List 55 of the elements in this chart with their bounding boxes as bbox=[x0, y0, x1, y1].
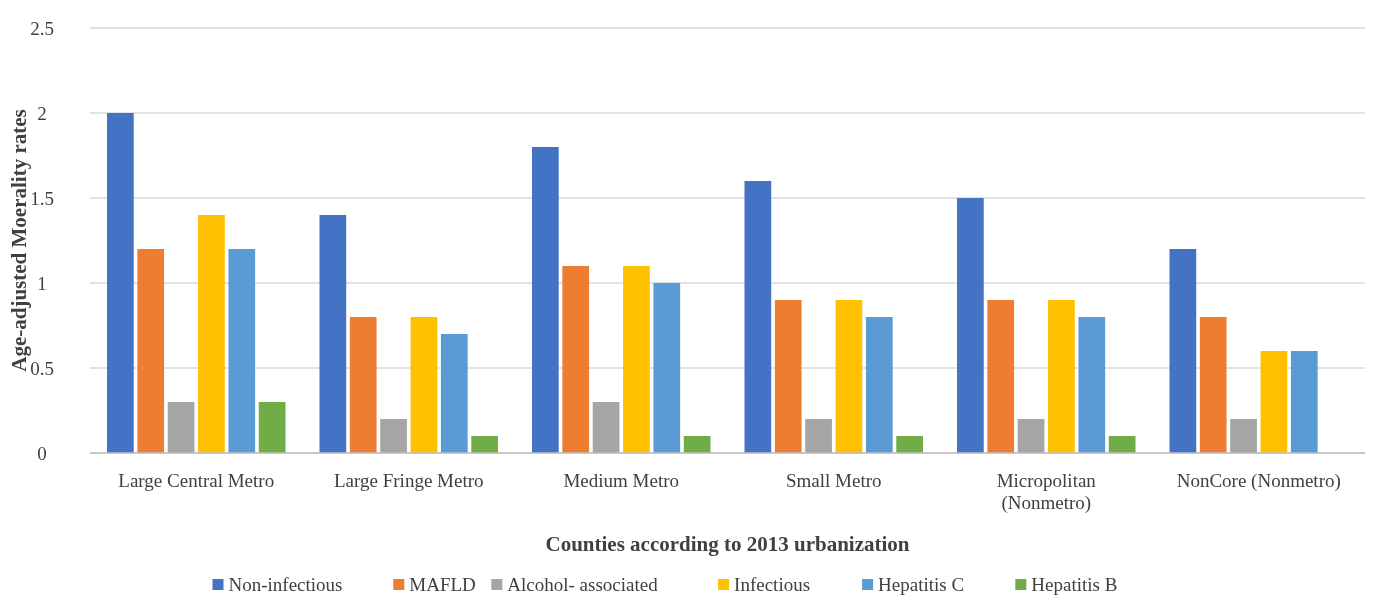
bar bbox=[1199, 317, 1227, 453]
bar bbox=[987, 300, 1015, 453]
x-tick-label: NonCore (Nonmetro) bbox=[1176, 470, 1341, 492]
x-axis-title: Counties according to 2013 urbanization bbox=[545, 532, 910, 556]
x-tick-label: Small Metro bbox=[785, 470, 882, 491]
y-tick-label: 2.5 bbox=[30, 17, 54, 39]
bar bbox=[1290, 351, 1318, 453]
x-tick-label: Micropolitan (Nonmetro) bbox=[996, 470, 1097, 514]
x-tick-label: Medium Metro bbox=[563, 470, 680, 491]
legend-label: Infectious bbox=[734, 574, 811, 595]
bar bbox=[349, 317, 377, 453]
legend-label: Hepatitis B bbox=[1031, 574, 1118, 595]
bar bbox=[471, 436, 498, 453]
x-tick-label: Large Central Metro bbox=[118, 470, 275, 491]
bar bbox=[805, 419, 832, 453]
bar bbox=[380, 419, 407, 453]
bar bbox=[532, 147, 559, 453]
bar bbox=[957, 198, 984, 453]
y-tick-label: 1 bbox=[37, 272, 47, 294]
bar bbox=[1230, 419, 1257, 453]
bar bbox=[653, 283, 681, 453]
bar bbox=[1260, 351, 1288, 453]
bar bbox=[592, 402, 620, 453]
bar bbox=[623, 266, 650, 453]
bar bbox=[683, 436, 711, 453]
bar bbox=[319, 215, 347, 453]
legend-label: Non-infectious bbox=[228, 574, 343, 595]
bar bbox=[1078, 317, 1106, 453]
bar bbox=[1017, 419, 1045, 453]
bar bbox=[137, 249, 165, 453]
bar bbox=[410, 317, 438, 453]
x-tick-label: Large Fringe Metro bbox=[334, 470, 484, 491]
bar bbox=[1048, 300, 1075, 453]
bar bbox=[1108, 436, 1136, 453]
bar bbox=[562, 266, 590, 453]
legend-label: Alcohol- associated bbox=[507, 574, 659, 595]
bar bbox=[865, 317, 893, 453]
bar bbox=[167, 402, 195, 453]
y-tick-label: 1.5 bbox=[30, 187, 54, 209]
bar bbox=[774, 300, 802, 453]
bar bbox=[835, 300, 863, 453]
bar bbox=[1169, 249, 1197, 453]
y-tick-label: 0 bbox=[37, 442, 47, 464]
legend-label: MAFLD bbox=[409, 574, 476, 595]
y-axis-title: Age-adjusted Moerality rates bbox=[7, 109, 31, 372]
bar bbox=[440, 334, 468, 453]
bar bbox=[744, 181, 772, 453]
bar bbox=[258, 402, 286, 453]
legend-label: Hepatitis C bbox=[878, 574, 965, 595]
bar bbox=[107, 113, 134, 453]
bar bbox=[198, 215, 225, 453]
bar bbox=[896, 436, 923, 453]
y-tick-label: 0.5 bbox=[30, 357, 54, 379]
y-tick-label: 2 bbox=[37, 102, 47, 124]
bar bbox=[228, 249, 256, 453]
